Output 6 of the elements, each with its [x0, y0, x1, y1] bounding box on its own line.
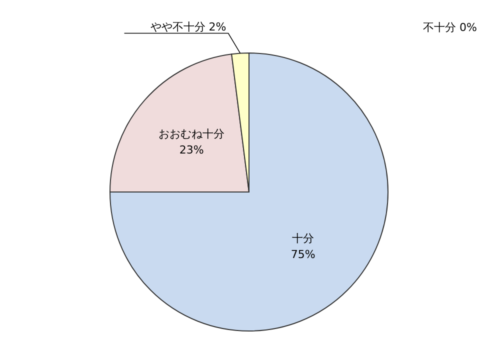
slice-label: やや不十分 2%	[150, 20, 226, 34]
data-label: 75%	[290, 248, 316, 262]
data-label: 23%	[179, 143, 204, 156]
slice-label: おおむね十分	[158, 127, 225, 140]
category-label: 不十分 0%	[423, 21, 477, 34]
slice-label: 十分	[292, 232, 314, 246]
